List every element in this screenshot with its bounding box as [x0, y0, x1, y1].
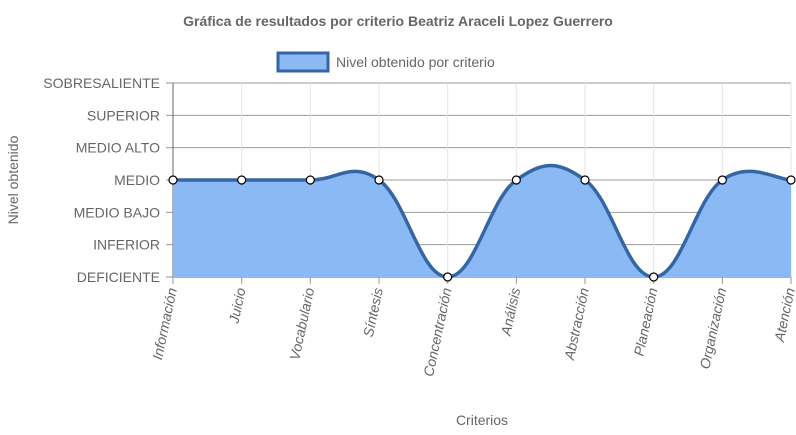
y-axis-label: Nivel obtenido — [5, 135, 21, 224]
x-tick-label: Abstracción — [561, 286, 592, 362]
data-point[interactable] — [305, 175, 315, 185]
data-point[interactable] — [374, 175, 384, 185]
x-tick-label: Planeación — [631, 286, 661, 357]
legend[interactable]: Nivel obtenido por criterio — [276, 51, 495, 73]
y-tick-label: SUPERIOR — [87, 107, 160, 123]
y-axis-ticks: DEFICIENTE INFERIOR MEDIO BAJO MEDIO MEDIO A… — [43, 75, 160, 285]
y-tick-label: INFERIOR — [93, 237, 160, 253]
x-tick-label: Análisis — [497, 286, 523, 338]
y-tick-label: MEDIO — [114, 172, 160, 188]
x-tick-label: Juicio — [225, 286, 248, 326]
y-tick-label: SOBRESALIENTE — [43, 75, 160, 91]
x-tick-label: Organización — [696, 286, 729, 370]
x-tick-label: Síntesis — [360, 286, 386, 338]
y-tick-label: DEFICIENTE — [77, 269, 160, 285]
x-tick-label: Vocabulario — [286, 286, 317, 361]
y-tick-label: MEDIO BAJO — [74, 204, 160, 220]
series-area — [173, 165, 791, 277]
y-tick-label: MEDIO ALTO — [76, 140, 160, 156]
data-point[interactable] — [168, 175, 178, 185]
data-point[interactable] — [237, 175, 247, 185]
x-tick-label: Atención — [771, 286, 796, 344]
area-layer — [173, 163, 792, 279]
data-point[interactable] — [786, 175, 796, 185]
data-point[interactable] — [649, 272, 659, 282]
x-tick-label: Información — [149, 286, 180, 361]
legend-swatch — [276, 51, 330, 73]
legend-label: Nivel obtenido por criterio — [336, 54, 495, 70]
data-point[interactable] — [443, 272, 453, 282]
x-axis-ticks: Información Juicio Vocabulario Síntesis Conc… — [149, 286, 796, 378]
data-point[interactable] — [580, 175, 590, 185]
data-points — [168, 175, 796, 282]
x-tick-label: Concentración — [420, 286, 454, 378]
series-line — [173, 163, 792, 279]
data-point[interactable] — [717, 175, 727, 185]
x-axis-label: Criterios — [456, 412, 508, 428]
data-point[interactable] — [511, 175, 521, 185]
chart-title: Gráfica de resultados por criterio Beatr… — [183, 13, 613, 29]
